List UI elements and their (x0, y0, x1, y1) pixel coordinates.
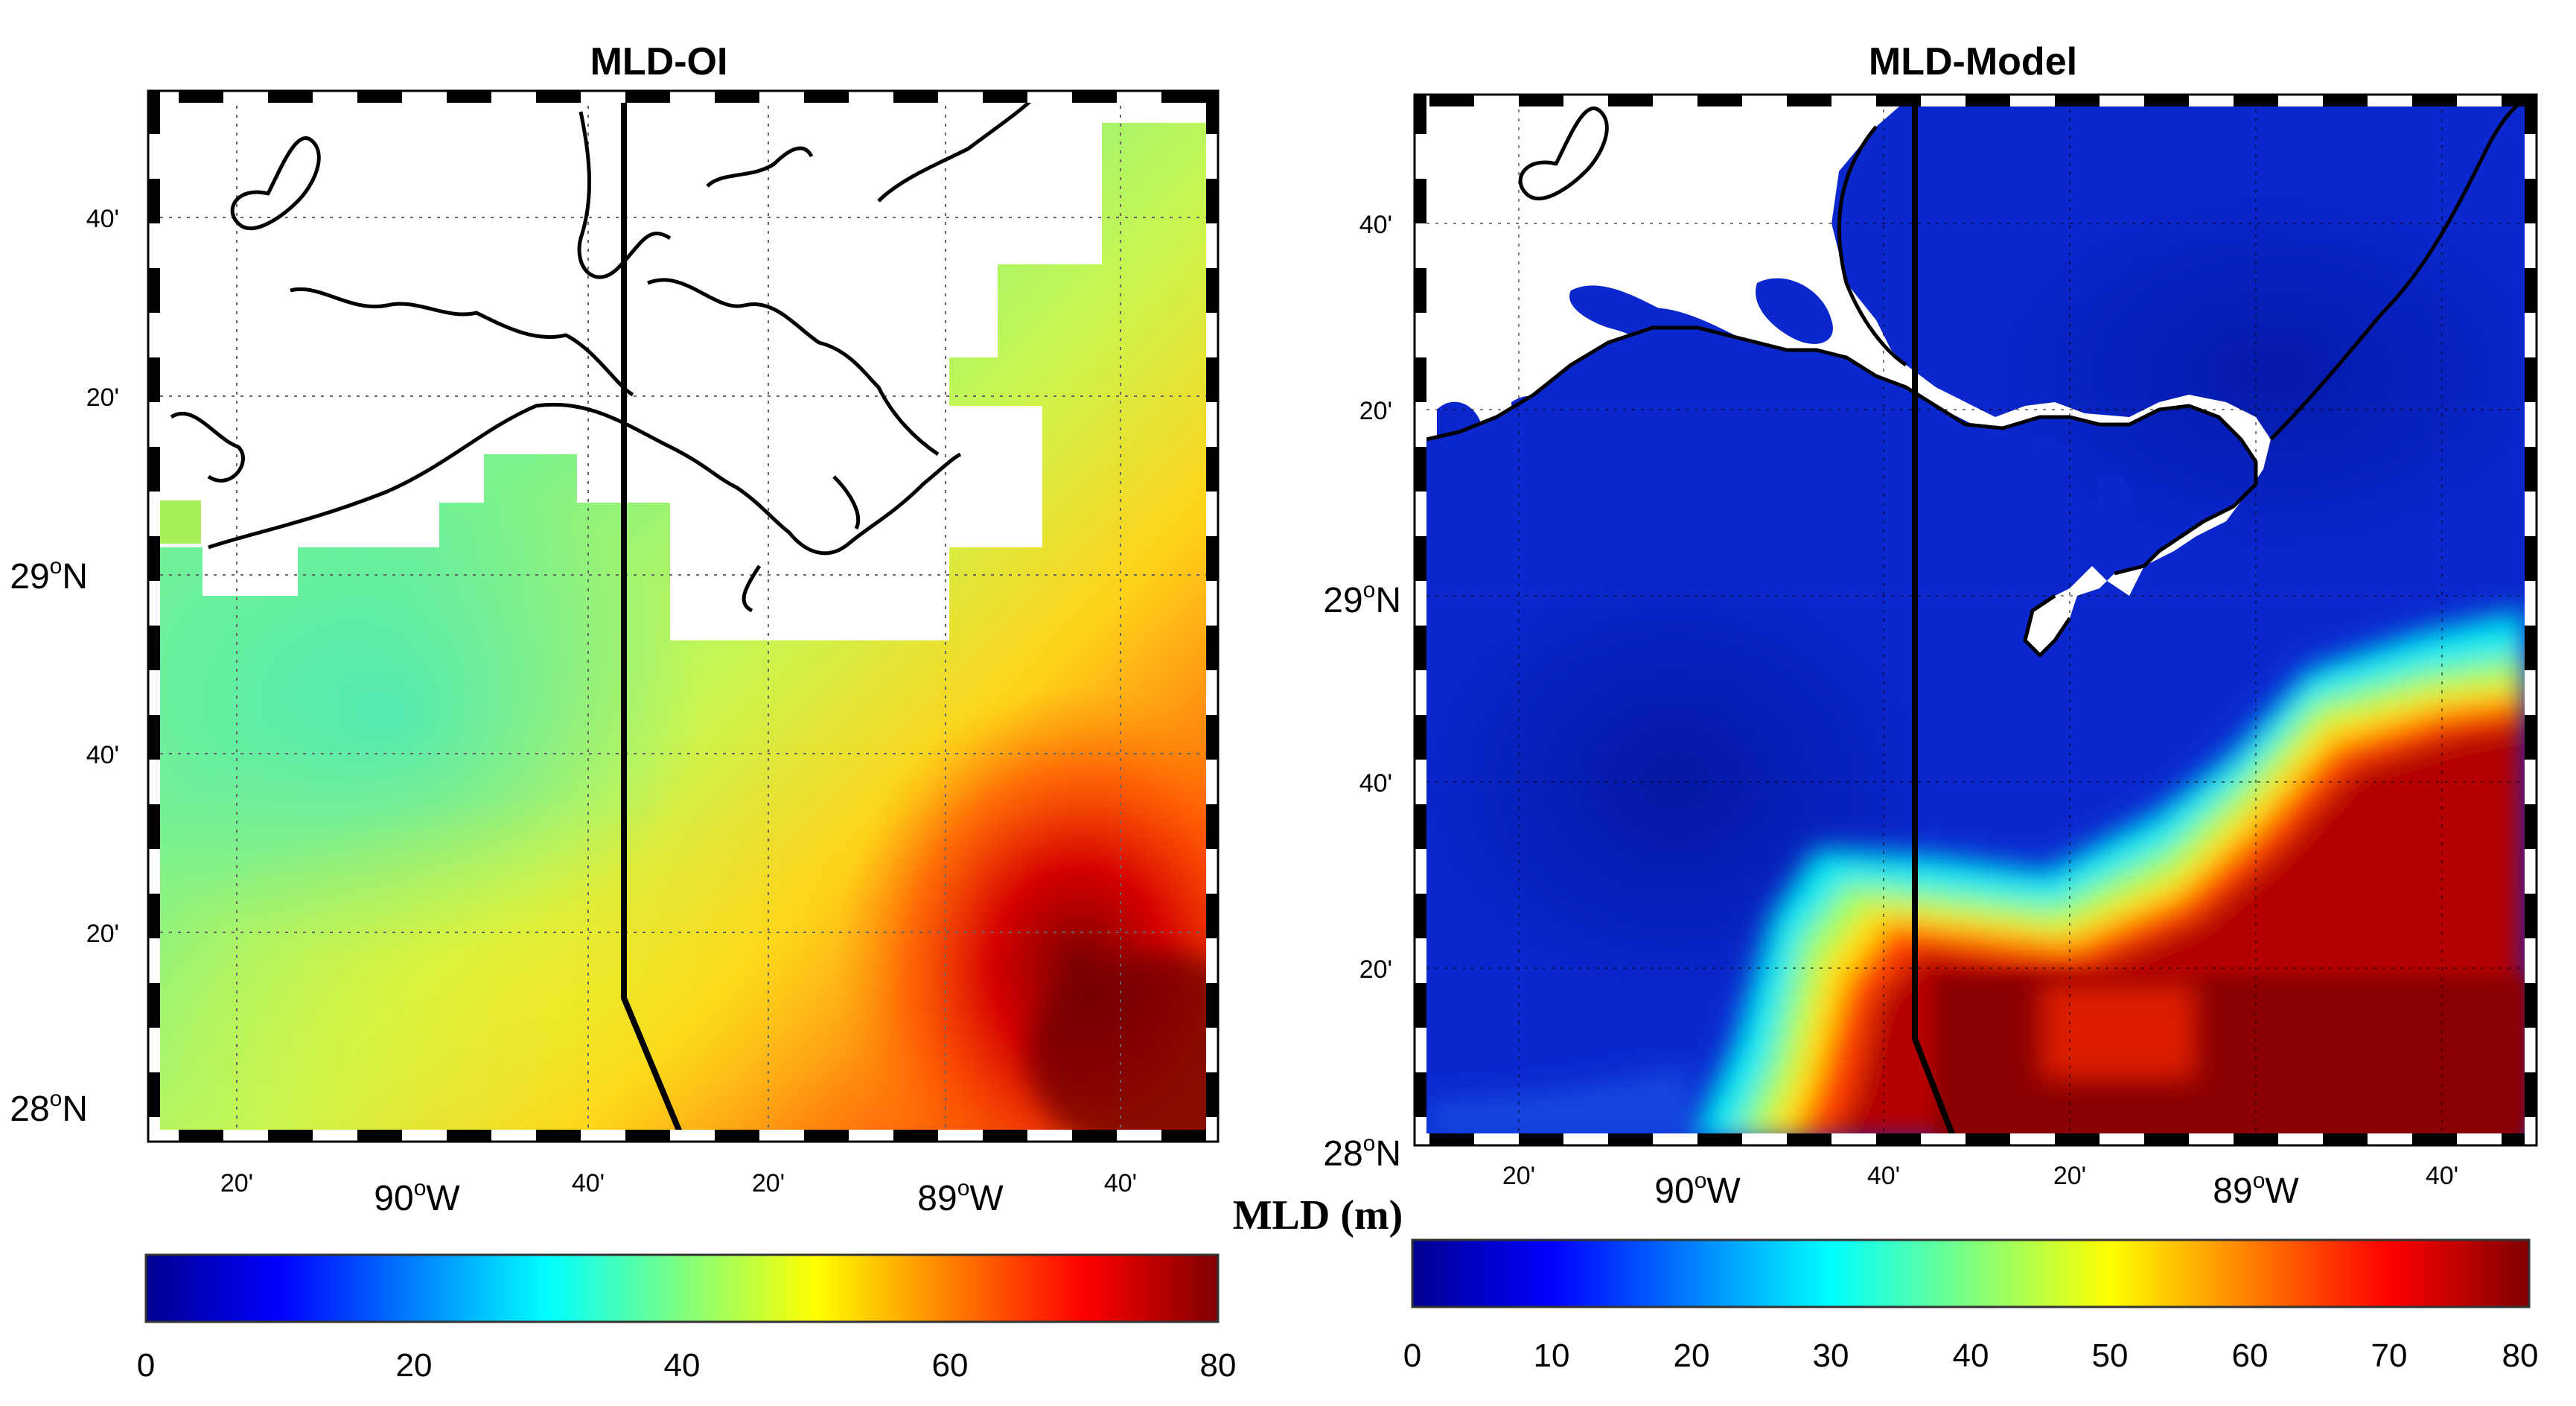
oi-cb-tick-80: 80 (1200, 1347, 1237, 1384)
model-cb-tick-80: 80 (2502, 1337, 2539, 1374)
model-light-blue (1426, 1065, 1690, 1139)
model-cb-tick-40: 40 (1953, 1337, 1989, 1374)
oi-title: MLD-OI (590, 40, 728, 83)
oi-cb-tick-40: 40 (664, 1347, 701, 1384)
model-frame (1413, 93, 2538, 1147)
model-lon-tick-6: 40' (2426, 1162, 2458, 1190)
model-cb-tick-0: 0 (1403, 1337, 1421, 1374)
model-section-line (1912, 101, 1957, 1139)
oi-cb-tick-0: 0 (137, 1347, 155, 1384)
oi-lat-tick-3: 29oN (10, 554, 88, 597)
oi-lat-tick-4: 40' (86, 741, 119, 769)
oi-lat-tick-2: 20' (86, 384, 119, 412)
oi-coastal-spot (160, 500, 201, 544)
model-lat-tick-3: 29oN (1323, 578, 1401, 620)
model-coastline (1426, 101, 2525, 658)
oi-lat-tick-6: 28oN (10, 1087, 88, 1129)
oi-lon-tick-6: 40' (1104, 1169, 1137, 1197)
model-lat-tick-4: 40' (1359, 769, 1392, 798)
colorbar-unit-label: MLD (m) (1233, 1192, 1403, 1238)
oi-lon-tick-4: 20' (752, 1169, 785, 1197)
model-lat-tick-2: 20' (1359, 397, 1392, 425)
model-map (1426, 101, 2525, 1139)
oi-colorbar (144, 1253, 1220, 1323)
model-dark-blob-2 (1973, 179, 2525, 566)
model-lat-tick-6: 28oN (1323, 1131, 1401, 1174)
oi-coastline (170, 97, 1036, 613)
oi-map (160, 97, 1206, 1136)
oi-core (1027, 953, 1206, 1136)
model-colorbar (1411, 1238, 2531, 1308)
model-cb-tick-20: 20 (1674, 1337, 1710, 1374)
model-cb-tick-70: 70 (2371, 1337, 2408, 1374)
model-cb-tick-10: 10 (1534, 1337, 1570, 1374)
model-core (1936, 976, 2525, 1139)
oi-lon-tick-5: 89oW (917, 1176, 1004, 1218)
model-lon-tick-4: 20' (2053, 1162, 2086, 1190)
oi-frame (147, 89, 1220, 1143)
model-cb-tick-60: 60 (2232, 1337, 2269, 1374)
oi-lon-tick-1: 20' (220, 1169, 253, 1197)
oi-land-mask (160, 97, 1206, 640)
oi-cb-tick-60: 60 (932, 1347, 969, 1384)
model-lon-tick-1: 20' (1502, 1162, 1535, 1190)
oi-lat-tick-1: 40' (86, 205, 119, 233)
model-land-mask-2 (1426, 101, 1966, 439)
model-red-patch (2040, 983, 2196, 1080)
model-cb-tick-50: 50 (2092, 1337, 2129, 1374)
oi-lon-tick-2: 90oW (374, 1176, 460, 1218)
model-lon-tick-2: 90oW (1654, 1168, 1741, 1211)
model-lon-tick-5: 89oW (2213, 1168, 2299, 1211)
oi-lat-tick-5: 20' (86, 920, 119, 948)
oi-grid (160, 97, 1206, 1136)
model-title: MLD-Model (1869, 40, 2077, 83)
oi-lon-tick-3: 40' (572, 1169, 605, 1197)
oi-yellow-blob (160, 797, 908, 1136)
oi-hot-blob (834, 685, 1206, 1136)
model-cb-tick-30: 30 (1813, 1337, 1849, 1374)
oi-section-line (621, 97, 684, 1136)
model-lon-tick-3: 40' (1867, 1162, 1900, 1190)
model-lat-tick-1: 40' (1359, 211, 1392, 239)
model-lat-tick-5: 20' (1359, 955, 1392, 984)
oi-cb-tick-20: 20 (396, 1347, 433, 1384)
